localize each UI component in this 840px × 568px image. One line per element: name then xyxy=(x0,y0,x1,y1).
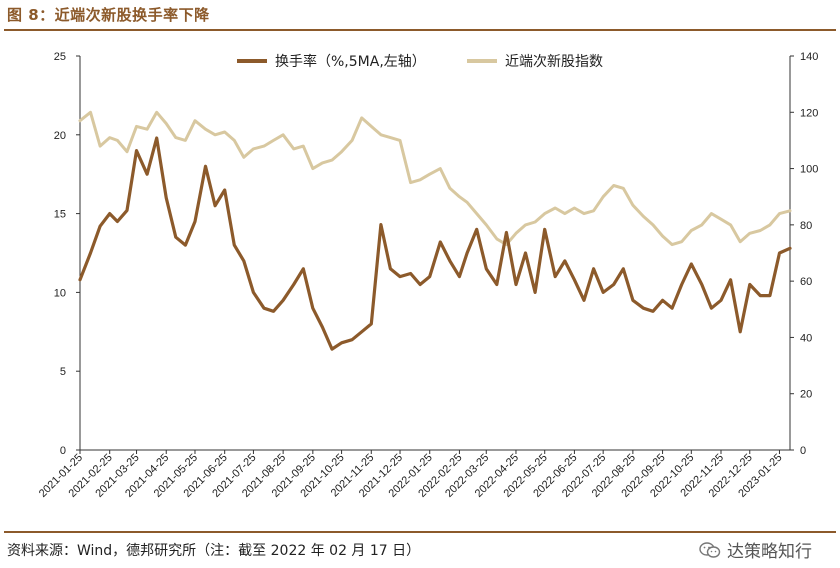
y-right-tick-label: 80 xyxy=(800,220,812,232)
series-turnover-line xyxy=(78,136,792,351)
y-left-tick-label: 0 xyxy=(60,445,66,457)
source-note: 资料来源：Wind，德邦研究所（注：截至 2022 年 02 月 17 日） xyxy=(7,543,421,559)
wechat-icon xyxy=(699,541,721,558)
y-left-tick-label: 5 xyxy=(60,366,66,378)
legend: 换手率（%,5MA,左轴） 近端次新股指数 xyxy=(237,53,603,70)
y-left-tick-label: 15 xyxy=(54,209,66,221)
y-left-tick-label: 20 xyxy=(54,130,66,142)
legend-index: 近端次新股指数 xyxy=(467,54,603,70)
series-index-line xyxy=(78,110,792,247)
y-right-tick-label: 20 xyxy=(800,389,812,401)
legend-label: 换手率（%,5MA,左轴） xyxy=(275,53,426,70)
chart: 05101520250204060801001201402021-01-2520… xyxy=(37,51,819,500)
figure-title: 图 8：近端次新股换手率下降 xyxy=(7,6,210,24)
series-layer xyxy=(78,110,792,351)
y-right-tick-label: 120 xyxy=(800,107,818,119)
y-right-tick-label: 100 xyxy=(800,164,818,176)
y-right-tick-label: 40 xyxy=(800,332,812,344)
bottom-rule xyxy=(4,531,836,533)
legend-turnover: 换手率（%,5MA,左轴） xyxy=(237,53,426,70)
y-left-tick-label: 25 xyxy=(54,51,66,63)
top-rule xyxy=(4,29,836,31)
y-right-tick-label: 60 xyxy=(800,276,812,288)
y-left-tick-label: 10 xyxy=(54,287,66,299)
legend-label: 近端次新股指数 xyxy=(505,54,603,70)
watermark-text: 达策略知行 xyxy=(727,542,812,562)
y-right-tick-label: 140 xyxy=(800,51,818,63)
y-right-tick-label: 0 xyxy=(800,445,806,457)
watermark: 达策略知行 xyxy=(699,537,812,562)
